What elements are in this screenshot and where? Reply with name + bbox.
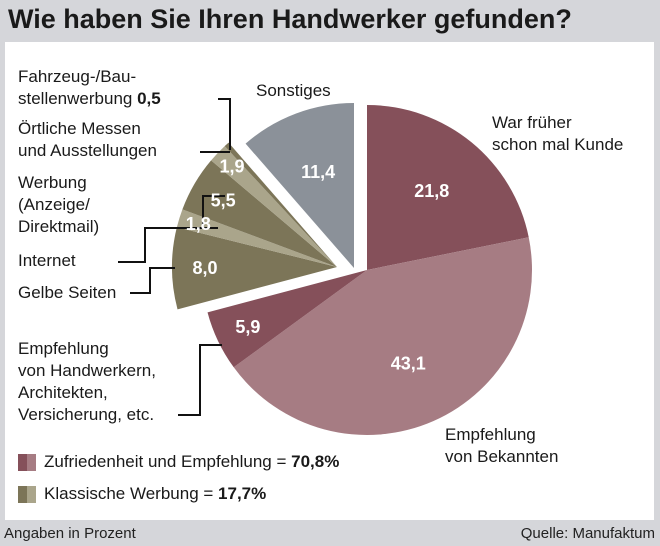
label-gelbe-seiten: Gelbe Seiten: [18, 283, 117, 302]
pie-slice: [211, 146, 337, 267]
leader-fahrzeug: [218, 98, 231, 150]
leader-handwerker: [178, 344, 222, 416]
label-handwerker-line2: von Handwerkern,: [18, 361, 156, 380]
legend-value-werbung: 17,7%: [218, 484, 267, 503]
slice-value-label: 5,9: [235, 317, 260, 337]
legend-label-werbung: Klassische Werbung =: [44, 484, 219, 503]
label-werbung-line3: Direktmail): [18, 217, 100, 236]
label-kunde-line1: War früher: [492, 113, 572, 132]
leader-internet: [118, 227, 218, 263]
slice-value-label: 5,5: [211, 190, 236, 210]
legend-swatch-werbung: [18, 485, 36, 503]
label-handwerker-line3: Architekten,: [18, 383, 108, 402]
leader-gelbe: [130, 267, 175, 294]
label-werbung-line2: (Anzeige/: [18, 195, 90, 214]
label-sonstiges: Sonstiges: [256, 81, 331, 100]
pie-slice: [245, 103, 354, 268]
legend-label-empfehlung: Zufriedenheit und Empfehlung =: [44, 452, 292, 471]
label-fahrzeug-line2: stellenwerbung: [18, 89, 138, 108]
label-handwerker: Empfehlung von Handwerkern, Architekten,…: [18, 338, 156, 426]
label-messen-line1: Örtliche Messen: [18, 119, 141, 138]
label-internet: Internet: [18, 251, 76, 270]
label-handwerker-line1: Empfehlung: [18, 339, 109, 358]
slice-value-label: 43,1: [391, 354, 426, 374]
footer-source: Quelle: Manufaktum: [520, 525, 655, 542]
pie-slice: [176, 209, 337, 267]
slice-value-label: 1,9: [219, 157, 244, 177]
label-fahrzeug-value: 0,5: [137, 89, 161, 108]
slice-value-label: 21,8: [414, 181, 449, 201]
label-handwerker-line4: Versicherung, etc.: [18, 405, 155, 424]
pie-slice: [207, 270, 367, 368]
label-fahrzeug-line1: Fahrzeug-/Bau-: [18, 67, 137, 86]
label-werbung-line1: Werbung: [18, 173, 87, 192]
footer-unit-note: Angaben in Prozent: [4, 525, 136, 542]
label-kunde: War früher schon mal Kunde: [492, 112, 623, 156]
slice-value-label: 11,4: [301, 162, 335, 182]
label-bekannte-line1: Empfehlung: [445, 425, 536, 444]
slice-value-label: 1,8: [186, 214, 211, 234]
label-bekannte: Empfehlung von Bekannten: [445, 424, 558, 468]
legend-swatch-empfehlung: [18, 453, 36, 471]
legend-value-empfehlung: 70,8%: [291, 452, 340, 471]
label-bekannte-line2: von Bekannten: [445, 447, 559, 466]
label-fahrzeug: Fahrzeug-/Bau- stellenwerbung 0,5: [18, 66, 161, 110]
pie-slice: [233, 237, 532, 436]
label-werbung: Werbung (Anzeige/ Direktmail): [18, 172, 99, 238]
slice-value-label: 8,0: [192, 258, 217, 278]
pie-slice: [172, 227, 337, 310]
chart-title: Wie haben Sie Ihren Handwerker gefunden?: [8, 4, 572, 34]
legend-item-werbung: Klassische Werbung = 17,7%: [18, 484, 266, 504]
label-messen-line2: und Ausstellungen: [18, 141, 157, 160]
pie-slice: [182, 160, 337, 267]
pie-slice: [367, 105, 529, 270]
label-kunde-line2: schon mal Kunde: [492, 135, 624, 154]
legend-item-empfehlung: Zufriedenheit und Empfehlung = 70,8%: [18, 452, 339, 472]
pie-slice: [224, 142, 337, 267]
label-messen: Örtliche Messen und Ausstellungen: [18, 118, 157, 162]
